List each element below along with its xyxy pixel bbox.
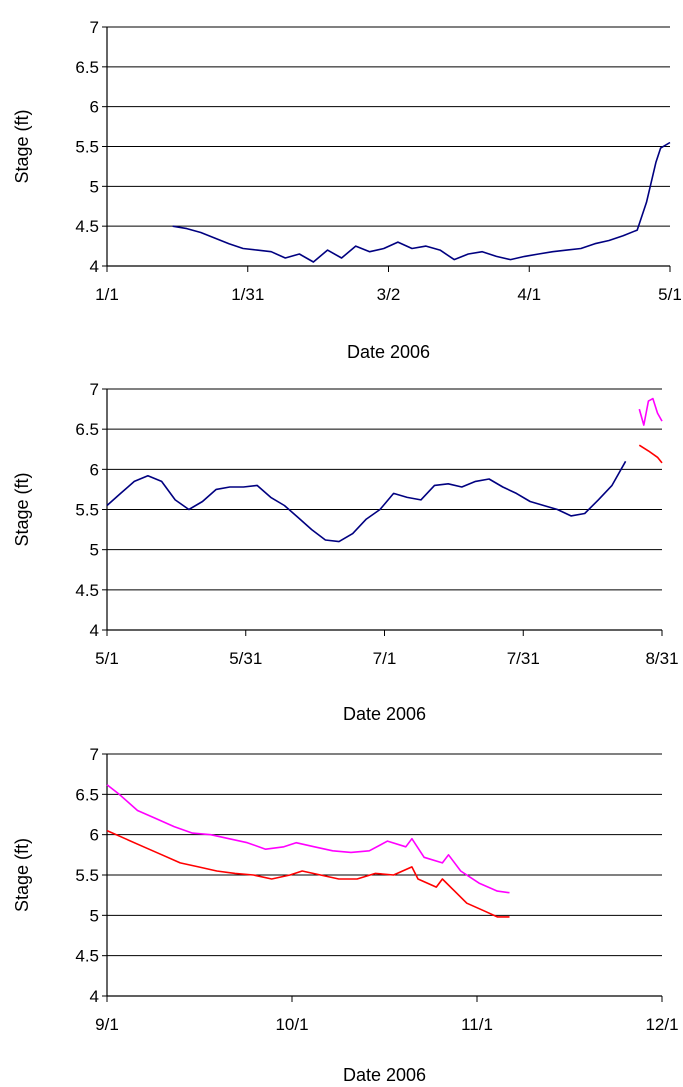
y-tick-label: 4.5 xyxy=(75,581,99,600)
chart-2: 4 4.5 5 5.5 6 6.5 7 5/1 5/31 7/1 7/31 8/31 Stage (ft… xyxy=(12,380,679,724)
x-tick-label: 7/31 xyxy=(507,649,540,668)
y-tick-label: 7 xyxy=(90,18,99,37)
series-line-2 xyxy=(106,829,510,918)
chart-3: 4 4.5 5 5.5 6 6.5 7 9/1 10/1 11/1 12/1 Stage (ft) Da… xyxy=(12,745,679,1085)
x-tick-label: 8/31 xyxy=(645,649,678,668)
x-tick-label: 10/1 xyxy=(275,1015,308,1034)
x-axis-title: Date 2006 xyxy=(347,342,430,362)
x-tick-label: 9/1 xyxy=(95,1015,119,1034)
y-tick-label: 6.5 xyxy=(75,58,99,77)
series-line-1 xyxy=(106,784,510,894)
y-tick-label: 7 xyxy=(90,380,99,399)
y-tick-label: 5 xyxy=(90,906,99,925)
x-tick-label: 5/1 xyxy=(658,285,682,304)
x-axis-title: Date 2006 xyxy=(343,1065,426,1085)
x-tick-label: 3/2 xyxy=(377,285,401,304)
x-tick-label: 5/1 xyxy=(95,649,119,668)
y-tick-label: 5.5 xyxy=(75,501,99,520)
series-line-2 xyxy=(638,397,663,426)
y-tick-label: 7 xyxy=(90,745,99,764)
y-tick-label: 4 xyxy=(90,257,99,276)
y-tick-label: 5.5 xyxy=(75,866,99,885)
series-line-1 xyxy=(106,460,627,543)
y-tick-label: 4 xyxy=(90,987,99,1006)
chart-1: 4 4.5 5 5.5 6 6.5 7 1/1 1/31 3/2 4/1 5/1 Stage (ft) D… xyxy=(12,18,682,362)
y-tick-label: 5 xyxy=(90,541,99,560)
y-tick-label: 6.5 xyxy=(75,785,99,804)
series-line-3 xyxy=(638,444,663,464)
y-tick-label: 4 xyxy=(90,621,99,640)
series-line-1 xyxy=(172,141,671,263)
y-tick-label: 6 xyxy=(90,98,99,117)
x-tick-label: 4/1 xyxy=(517,285,541,304)
y-tick-label: 4.5 xyxy=(75,947,99,966)
y-tick-label: 6.5 xyxy=(75,420,99,439)
y-tick-label: 5 xyxy=(90,177,99,196)
y-axis-title: Stage (ft) xyxy=(12,109,32,183)
y-tick-label: 6 xyxy=(90,460,99,479)
x-tick-label: 1/1 xyxy=(95,285,119,304)
y-tick-label: 6 xyxy=(90,826,99,845)
y-axis-title: Stage (ft) xyxy=(12,472,32,546)
x-axis-title: Date 2006 xyxy=(343,704,426,724)
x-tick-label: 1/31 xyxy=(231,285,264,304)
x-tick-label: 5/31 xyxy=(229,649,262,668)
x-tick-label: 12/1 xyxy=(645,1015,678,1034)
x-tick-label: 7/1 xyxy=(373,649,397,668)
y-axis-title: Stage (ft) xyxy=(12,838,32,912)
y-tick-label: 4.5 xyxy=(75,217,99,236)
x-tick-label: 11/1 xyxy=(461,1015,493,1034)
y-tick-label: 5.5 xyxy=(75,138,99,157)
